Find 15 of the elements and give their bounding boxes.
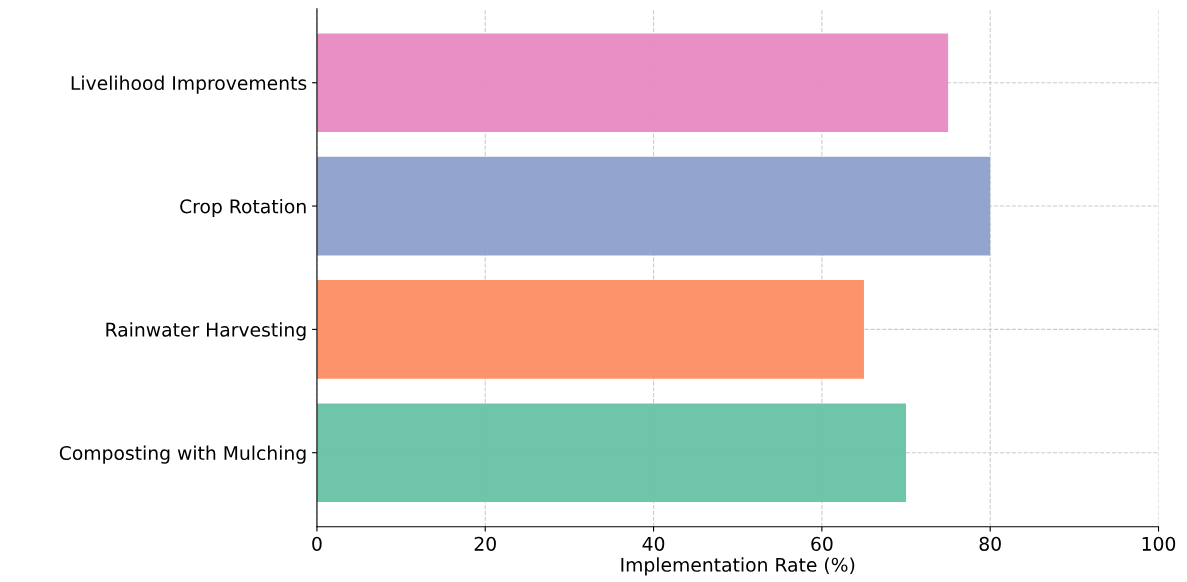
- bar: [316, 33, 949, 133]
- bar: [316, 156, 991, 256]
- y-tick-label: Composting with Mulching: [59, 445, 306, 464]
- x-tick-label: 60: [811, 536, 833, 551]
- x-tick-label: 100: [1142, 536, 1176, 551]
- y-tick-label: Livelihood Improvements: [71, 75, 307, 94]
- y-tick-label: Rainwater Harvesting: [106, 322, 306, 341]
- x-axis-title: Implementation Rate (%): [621, 557, 855, 576]
- x-tick-label: 40: [642, 536, 665, 551]
- x-tick-label: 80: [979, 536, 1001, 551]
- x-tick-label: 20: [474, 536, 496, 551]
- x-tick-label: 0: [312, 536, 322, 551]
- bar: [316, 280, 864, 379]
- bar: [316, 403, 907, 503]
- y-tick-label: Crop Rotation: [180, 198, 306, 218]
